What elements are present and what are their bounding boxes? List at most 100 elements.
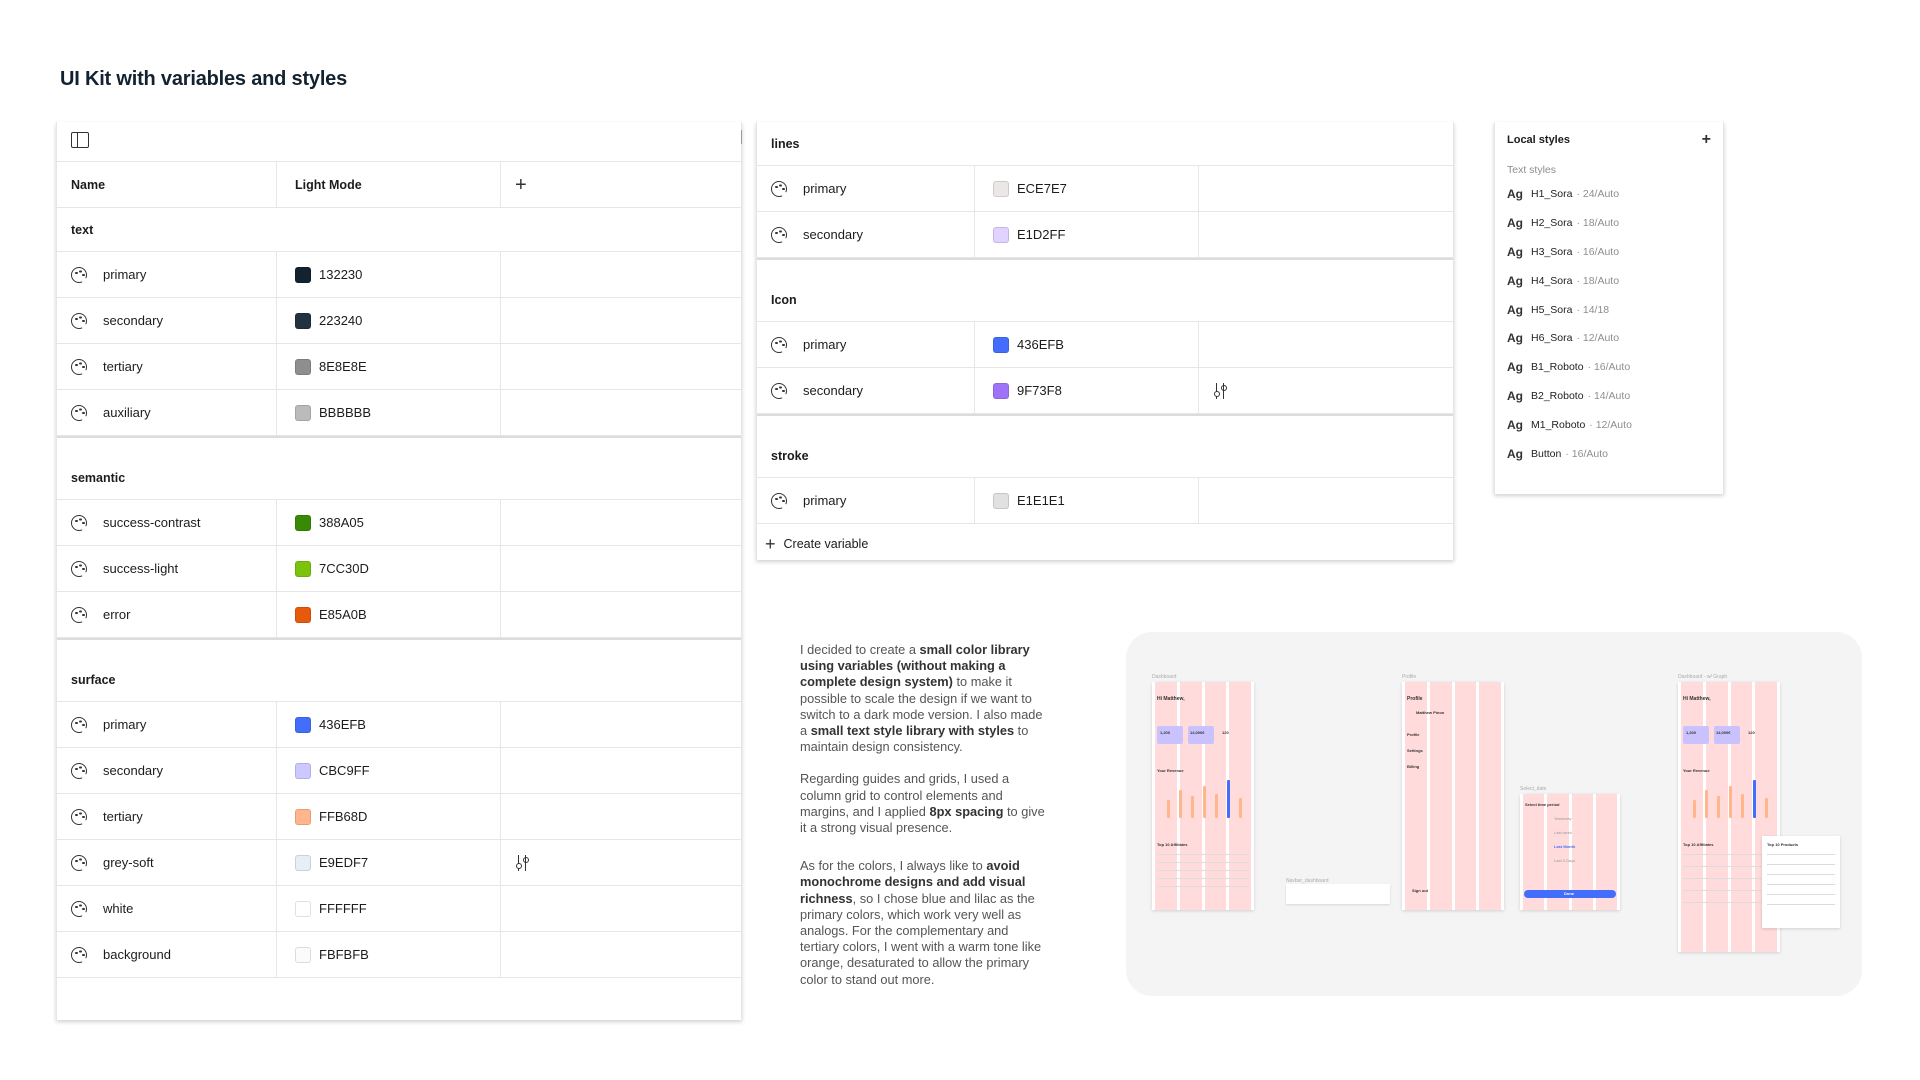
color-swatch[interactable] — [295, 900, 311, 917]
variable-row[interactable]: primary 132230 — [57, 252, 741, 298]
variable-name-cell[interactable]: success-light — [57, 546, 277, 591]
variable-value-cell[interactable]: 132230 — [277, 252, 501, 297]
color-swatch[interactable] — [295, 312, 311, 329]
sliders-icon[interactable] — [515, 854, 531, 871]
variable-value-cell[interactable]: 436EFB — [277, 702, 501, 747]
color-swatch[interactable] — [295, 606, 311, 623]
variable-name-cell[interactable]: secondary — [57, 748, 277, 793]
text-style-item[interactable]: Ag H2_Sora · 18/Auto — [1495, 209, 1723, 238]
variable-row[interactable]: success-light 7CC30D — [57, 546, 741, 592]
color-swatch[interactable] — [295, 854, 311, 871]
variable-name-cell[interactable]: primary — [757, 478, 975, 523]
variable-row[interactable]: secondary 223240 — [57, 298, 741, 344]
variable-value-cell[interactable]: E1D2FF — [975, 212, 1199, 257]
group-label[interactable]: text — [57, 208, 741, 252]
color-swatch[interactable] — [993, 180, 1009, 197]
description-run: to maintain design consistency. — [800, 723, 1029, 755]
variable-name-cell[interactable]: secondary — [757, 368, 975, 413]
color-swatch[interactable] — [295, 514, 311, 531]
variable-row[interactable]: error E85A0B — [57, 592, 741, 638]
variable-value-cell[interactable]: 9F73F8 — [975, 368, 1199, 413]
variable-value-cell[interactable]: 223240 — [277, 298, 501, 343]
group-label[interactable]: stroke — [757, 414, 1453, 478]
variable-value-cell[interactable]: FBFBFB — [277, 932, 501, 977]
variable-name-cell[interactable]: tertiary — [57, 794, 277, 839]
variable-value-cell[interactable]: FFB68D — [277, 794, 501, 839]
variable-row[interactable]: tertiary 8E8E8E — [57, 344, 741, 390]
variable-row[interactable]: primary ECE7E7 — [757, 166, 1453, 212]
text-style-item[interactable]: Ag Button · 16/Auto — [1495, 439, 1723, 468]
group-label[interactable]: Icon — [757, 258, 1453, 322]
color-swatch[interactable] — [295, 716, 311, 733]
sidebar-toggle-icon[interactable] — [71, 132, 89, 148]
variable-name-cell[interactable]: tertiary — [57, 344, 277, 389]
text-style-item[interactable]: Ag H1_Sora · 24/Auto — [1495, 180, 1723, 209]
variable-name-cell[interactable]: success-contrast — [57, 500, 277, 545]
add-style-button[interactable]: + — [1701, 131, 1711, 148]
sliders-icon[interactable] — [1213, 382, 1229, 399]
variable-value-cell[interactable]: E85A0B — [277, 592, 501, 637]
variable-name-cell[interactable]: primary — [57, 702, 277, 747]
variable-row[interactable]: primary E1E1E1 — [757, 478, 1453, 524]
variable-name-cell[interactable]: background — [57, 932, 277, 977]
variable-name-cell[interactable]: primary — [757, 166, 975, 211]
screen-label-profile: Profile — [1402, 674, 1417, 680]
color-swatch[interactable] — [993, 336, 1009, 353]
color-swatch[interactable] — [993, 382, 1009, 399]
resize-handle[interactable] — [739, 130, 742, 144]
variable-row[interactable]: tertiary FFB68D — [57, 794, 741, 840]
group-label[interactable]: semantic — [57, 436, 741, 500]
screen-label-navbar: Navbar_dashboard — [1286, 878, 1329, 884]
table-row — [1767, 884, 1835, 885]
variable-row[interactable]: success-contrast 388A05 — [57, 500, 741, 546]
variable-value-cell[interactable]: E9EDF7 — [277, 840, 501, 885]
color-swatch[interactable] — [295, 762, 311, 779]
variable-name-cell[interactable]: secondary — [57, 298, 277, 343]
color-swatch[interactable] — [295, 358, 311, 375]
text-style-item[interactable]: Ag H6_Sora · 12/Auto — [1495, 324, 1723, 353]
variable-row[interactable]: white FFFFFF — [57, 886, 741, 932]
variable-name-cell[interactable]: auxiliary — [57, 390, 277, 435]
column-header-mode[interactable]: Light Mode — [277, 162, 501, 207]
variable-value-cell[interactable]: 436EFB — [975, 322, 1199, 367]
variable-value-cell[interactable]: BBBBBB — [277, 390, 501, 435]
color-swatch[interactable] — [295, 404, 311, 421]
variable-value-cell[interactable]: FFFFFF — [277, 886, 501, 931]
variable-value-cell[interactable]: CBC9FF — [277, 748, 501, 793]
variable-row[interactable]: background FBFBFB — [57, 932, 741, 978]
variable-row[interactable]: secondary 9F73F8 — [757, 368, 1453, 414]
variable-name-cell[interactable]: primary — [57, 252, 277, 297]
color-swatch[interactable] — [993, 226, 1009, 243]
variable-value-cell[interactable]: ECE7E7 — [975, 166, 1199, 211]
variable-row[interactable]: auxiliary BBBBBB — [57, 390, 741, 436]
variable-value-cell[interactable]: 8E8E8E — [277, 344, 501, 389]
text-style-item[interactable]: Ag M1_Roboto · 12/Auto — [1495, 410, 1723, 439]
text-style-item[interactable]: Ag H5_Sora · 14/18 — [1495, 295, 1723, 324]
color-swatch[interactable] — [295, 560, 311, 577]
color-swatch[interactable] — [295, 946, 311, 963]
color-swatch[interactable] — [295, 808, 311, 825]
text-style-item[interactable]: Ag B2_Roboto · 14/Auto — [1495, 382, 1723, 411]
variable-row[interactable]: primary 436EFB — [757, 322, 1453, 368]
variable-row[interactable]: secondary E1D2FF — [757, 212, 1453, 258]
group-label[interactable]: lines — [757, 122, 1453, 166]
variable-row[interactable]: grey-soft E9EDF7 — [57, 840, 741, 886]
variable-name-cell[interactable]: primary — [757, 322, 975, 367]
variable-row[interactable]: secondary CBC9FF — [57, 748, 741, 794]
variable-row[interactable]: primary 436EFB — [57, 702, 741, 748]
color-swatch[interactable] — [993, 492, 1009, 509]
variable-value-cell[interactable]: E1E1E1 — [975, 478, 1199, 523]
text-style-item[interactable]: Ag B1_Roboto · 16/Auto — [1495, 353, 1723, 382]
create-variable-button[interactable]: + Create variable — [757, 524, 1453, 564]
group-label[interactable]: surface — [57, 638, 741, 702]
variable-name-cell[interactable]: white — [57, 886, 277, 931]
text-style-item[interactable]: Ag H4_Sora · 18/Auto — [1495, 266, 1723, 295]
text-style-item[interactable]: Ag H3_Sora · 16/Auto — [1495, 238, 1723, 267]
variable-name-cell[interactable]: grey-soft — [57, 840, 277, 885]
variable-value-cell[interactable]: 388A05 — [277, 500, 501, 545]
color-swatch[interactable] — [295, 266, 311, 283]
add-mode-button[interactable]: + — [515, 173, 527, 196]
variable-name-cell[interactable]: secondary — [757, 212, 975, 257]
variable-value-cell[interactable]: 7CC30D — [277, 546, 501, 591]
variable-name-cell[interactable]: error — [57, 592, 277, 637]
